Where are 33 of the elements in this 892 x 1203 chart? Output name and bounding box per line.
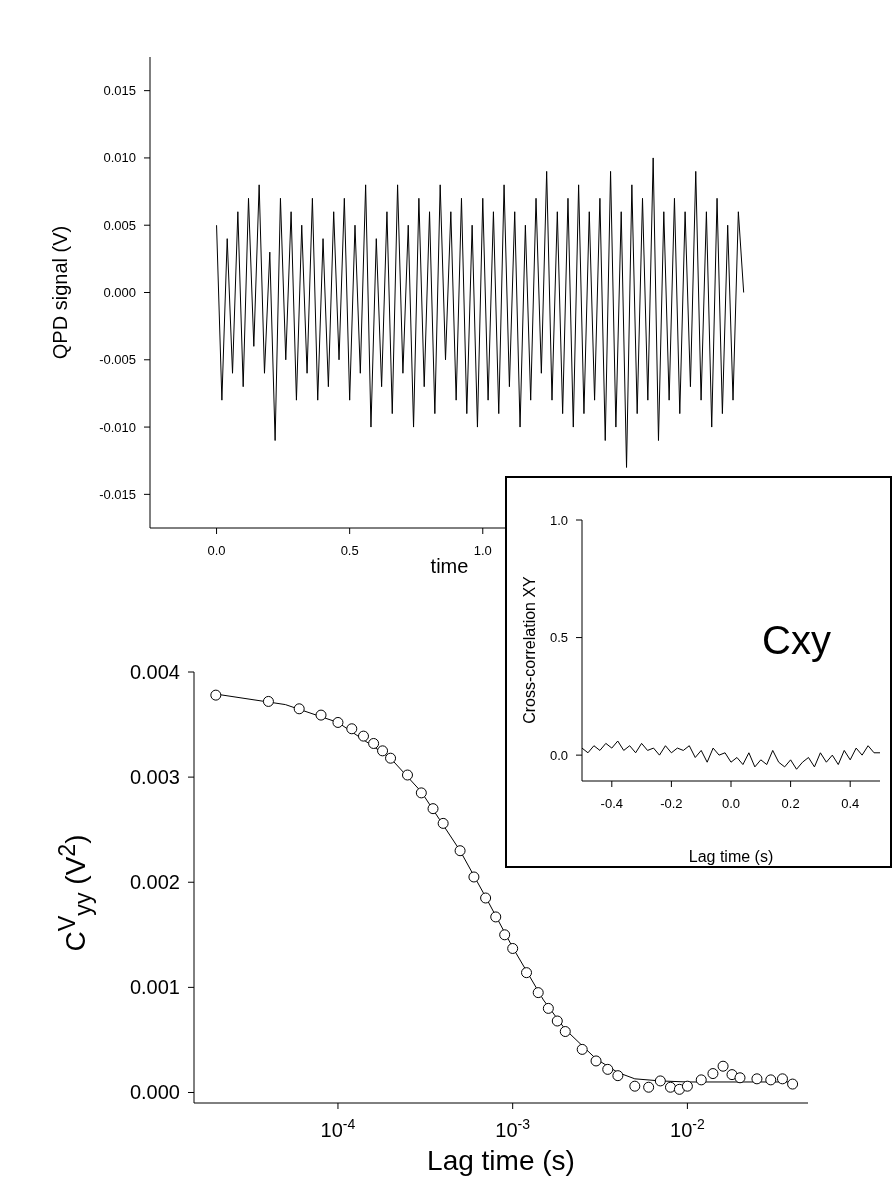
x-tick-label: -0.4 <box>600 796 623 811</box>
y-tick-label: 0.015 <box>103 83 136 99</box>
y-tick-label: 0.5 <box>549 630 568 646</box>
y-tick-label: 0.005 <box>103 217 136 233</box>
y-tick-label: 0.004 <box>129 661 180 683</box>
x-tick-label: 0.2 <box>781 796 800 811</box>
x-axis-title: Lag time (s) <box>426 1145 576 1177</box>
y-tick-label: 0.002 <box>129 871 180 894</box>
y-axis-title: Cross-correlation XY <box>520 575 538 726</box>
y-tick-label: 0.000 <box>103 285 136 301</box>
x-tick-label: 0.0 <box>207 543 226 558</box>
x-axis-title: time <box>430 555 469 577</box>
x-tick-label: 0.4 <box>841 796 860 811</box>
y-tick-label: -0.005 <box>99 352 136 368</box>
x-tick-label: 10$^{-4}$ <box>320 1116 356 1141</box>
y-tick-label: 0.003 <box>129 766 180 789</box>
y-tick-label: 0.000 <box>129 1081 180 1104</box>
x-tick-label: 0.0 <box>721 796 741 811</box>
y-tick-label: 0.001 <box>129 976 180 999</box>
y-axis-title: QPD signal (V) <box>48 224 72 361</box>
x-tick-label: 10$^{-3}$ <box>495 1116 531 1141</box>
y-tick-label: -0.010 <box>99 419 136 435</box>
y-tick-label: 0.0 <box>549 747 568 763</box>
line-series <box>216 157 745 468</box>
y-tick-label: 0.010 <box>103 150 136 166</box>
y-tick-label: 1.0 <box>549 512 568 528</box>
x-axis-title: Lag time (s) <box>687 848 775 866</box>
x-tick-label: -0.2 <box>660 796 683 811</box>
x-tick-label: 0.5 <box>340 543 359 558</box>
y-tick-label: -0.015 <box>99 486 136 502</box>
x-tick-label: 1.0 <box>473 543 492 558</box>
annotation: Cxy <box>762 618 831 663</box>
x-tick-label: 10$^{-2}$ <box>670 1116 705 1141</box>
